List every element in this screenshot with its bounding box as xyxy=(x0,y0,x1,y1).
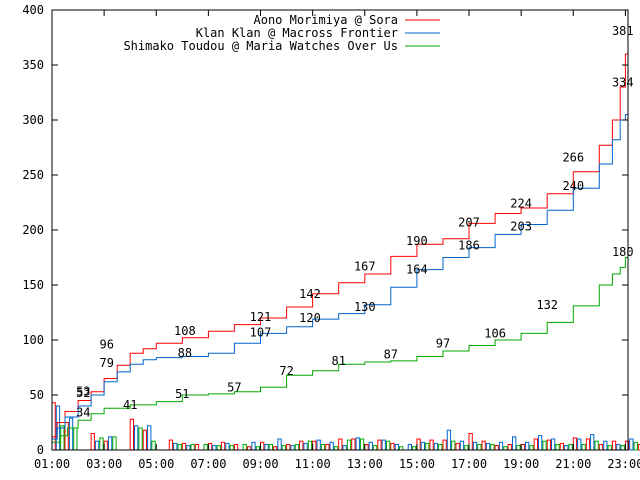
y-tick-label: 100 xyxy=(22,333,44,347)
data-label: 190 xyxy=(406,234,428,248)
line-series-1 xyxy=(52,30,629,438)
x-tick-label: 13:00 xyxy=(347,457,383,471)
data-label: 224 xyxy=(510,197,532,211)
data-label: 334 xyxy=(612,76,634,90)
data-label: 130 xyxy=(354,300,376,314)
annotation-layer: 53 96 108 121 142 167 190 207 224 266 381 52 79 88 107… xyxy=(76,24,634,420)
x-tick-label: 17:00 xyxy=(451,457,487,471)
axes: 0 50 100 150 200 250 300 350 400 01:00 03:00 05:00 0… xyxy=(22,3,640,471)
line-layer xyxy=(52,30,629,443)
data-label: 164 xyxy=(406,263,428,277)
data-label: 97 xyxy=(436,336,450,350)
x-tick-label: 21:00 xyxy=(555,457,591,471)
legend-label: Klan Klan @ Macross Frontier xyxy=(196,26,398,40)
data-label: 207 xyxy=(458,215,480,229)
x-tick-label: 01:00 xyxy=(34,457,70,471)
data-label: 53 xyxy=(76,385,90,399)
line-series-2 xyxy=(52,82,629,440)
data-label: 57 xyxy=(227,380,241,394)
x-tick-label: 19:00 xyxy=(503,457,539,471)
y-tick-label: 350 xyxy=(22,58,44,72)
y-tick-label: 0 xyxy=(37,443,44,457)
data-label: 106 xyxy=(484,326,506,340)
bar-series-2 xyxy=(629,438,634,451)
x-tick-label: 05:00 xyxy=(138,457,174,471)
data-label: 240 xyxy=(562,179,584,193)
x-tick-label: 15:00 xyxy=(399,457,435,471)
data-label: 381 xyxy=(612,24,634,38)
x-tick-label: 23:00 xyxy=(607,457,640,471)
data-label: 132 xyxy=(536,298,558,312)
y-tick-label: 50 xyxy=(30,388,44,402)
data-label: 120 xyxy=(299,311,321,325)
bar-series-1 xyxy=(637,444,640,451)
data-label: 167 xyxy=(354,259,376,273)
x-tick-label: 07:00 xyxy=(190,457,226,471)
data-label: 81 xyxy=(331,354,345,368)
x-tick-label: 09:00 xyxy=(242,457,278,471)
y-tick-label: 200 xyxy=(22,223,44,237)
data-label: 52 xyxy=(76,386,90,400)
data-label: 87 xyxy=(384,347,398,361)
legend-label: Aono Morimiya @ Sora xyxy=(254,13,399,27)
data-label: 186 xyxy=(458,238,480,252)
data-label: 96 xyxy=(99,337,113,351)
data-label: 51 xyxy=(175,387,189,401)
data-label: 107 xyxy=(250,325,272,339)
x-tick-label: 03:00 xyxy=(86,457,122,471)
data-label: 203 xyxy=(510,220,532,234)
bar-series-3 xyxy=(633,441,638,451)
data-label: 266 xyxy=(562,150,584,164)
data-label: 108 xyxy=(174,324,196,338)
data-label: 41 xyxy=(123,398,137,412)
data-label: 121 xyxy=(250,310,272,324)
data-label: 142 xyxy=(299,287,321,301)
data-label: 72 xyxy=(279,364,293,378)
y-tick-label: 400 xyxy=(22,3,44,17)
y-tick-label: 300 xyxy=(22,113,44,127)
data-label: 79 xyxy=(99,356,113,370)
y-tick-label: 150 xyxy=(22,278,44,292)
data-label: 180 xyxy=(612,245,634,259)
line-series-3 xyxy=(52,252,629,443)
y-tick-label: 250 xyxy=(22,168,44,182)
data-label: 34 xyxy=(76,406,90,420)
data-label: 88 xyxy=(178,346,192,360)
x-tick-label: 11:00 xyxy=(295,457,331,471)
legend-label: Shimako Toudou @ Maria Watches Over Us xyxy=(123,39,398,53)
